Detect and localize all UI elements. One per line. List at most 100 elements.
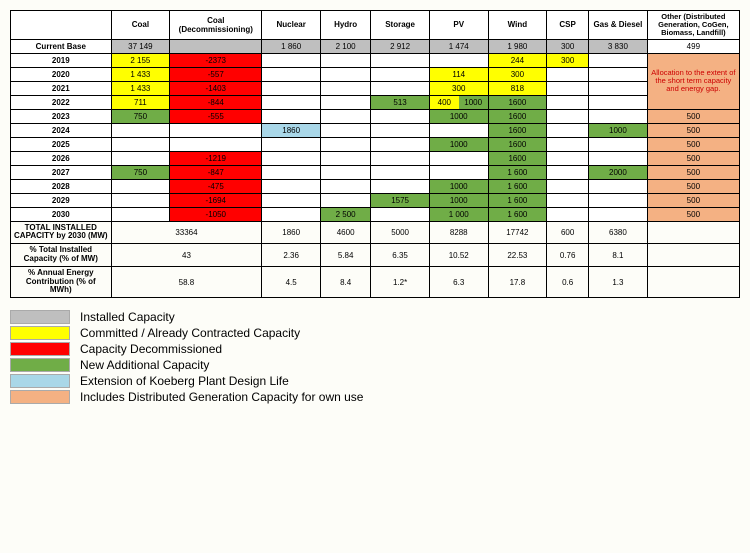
- row-label: 2024: [11, 123, 112, 137]
- legend-row: Includes Distributed Generation Capacity…: [10, 390, 740, 404]
- cell: -1219: [170, 151, 262, 165]
- cell: 711: [111, 95, 170, 109]
- row-label: 2022: [11, 95, 112, 109]
- summary-cell: 4600: [320, 221, 370, 244]
- cell: [589, 193, 648, 207]
- legend-label: Installed Capacity: [80, 310, 175, 324]
- summary-cell: 17.8: [488, 266, 547, 297]
- summary-cell: 0.6: [547, 266, 589, 297]
- summary-cell: 600: [547, 221, 589, 244]
- header-7: CSP: [547, 11, 589, 40]
- summary-row: % Total Installed Capacity (% of MW)432.…: [11, 244, 740, 267]
- cell: [320, 193, 370, 207]
- cell: [170, 39, 262, 53]
- row-2021: 20211 433-1403300818: [11, 81, 740, 95]
- cell: [589, 207, 648, 221]
- cell: [320, 95, 370, 109]
- summary-cell: [647, 221, 739, 244]
- cell: [547, 151, 589, 165]
- cell: 4001000: [429, 95, 488, 109]
- row-label: 2023: [11, 109, 112, 123]
- cell: 1 000: [429, 207, 488, 221]
- summary-cell: 5000: [371, 221, 430, 244]
- cell: [371, 67, 430, 81]
- cell: 2 912: [371, 39, 430, 53]
- cell: [371, 207, 430, 221]
- cell: [547, 123, 589, 137]
- cell-other: 500: [647, 179, 739, 193]
- row-2020: 20201 433-557114300: [11, 67, 740, 81]
- cell: [262, 95, 321, 109]
- cell: 2 100: [320, 39, 370, 53]
- cell: 1 860: [262, 39, 321, 53]
- cell: [170, 123, 262, 137]
- cell-other: 500: [647, 151, 739, 165]
- cell: [429, 53, 488, 67]
- cell: [111, 151, 170, 165]
- cell: -1050: [170, 207, 262, 221]
- row-2022: 2022711-84451340010001600: [11, 95, 740, 109]
- cell: 2 500: [320, 207, 370, 221]
- summary-cell: 33364: [111, 221, 262, 244]
- cell: -475: [170, 179, 262, 193]
- cell: -847: [170, 165, 262, 179]
- summary-cell: 8.1: [589, 244, 648, 267]
- cell-other: 500: [647, 207, 739, 221]
- legend-row: Installed Capacity: [10, 310, 740, 324]
- legend-label: Committed / Already Contracted Capacity: [80, 326, 300, 340]
- cell-other: 500: [647, 165, 739, 179]
- row-label: Current Base: [11, 39, 112, 53]
- row-label: 2020: [11, 67, 112, 81]
- cell: [547, 193, 589, 207]
- cell: [111, 123, 170, 137]
- row-current-base: Current Base37 1491 8602 1002 9121 4741 …: [11, 39, 740, 53]
- header-9: Other (Distributed Generation, CoGen, Bi…: [647, 11, 739, 40]
- cell: 1600: [488, 123, 547, 137]
- cell: -1694: [170, 193, 262, 207]
- summary-cell: 8.4: [320, 266, 370, 297]
- row-label: 2027: [11, 165, 112, 179]
- cell: 244: [488, 53, 547, 67]
- cell: -2373: [170, 53, 262, 67]
- cell: 818: [488, 81, 547, 95]
- cell: [589, 151, 648, 165]
- cell: [429, 123, 488, 137]
- legend-label: Extension of Koeberg Plant Design Life: [80, 374, 289, 388]
- cell: 1 600: [488, 207, 547, 221]
- cell: [371, 81, 430, 95]
- summary-cell: 1.2*: [371, 266, 430, 297]
- summary-cell: 8288: [429, 221, 488, 244]
- cell: [547, 207, 589, 221]
- legend-swatch: [10, 310, 70, 324]
- cell: 114: [429, 67, 488, 81]
- row-label: 2019: [11, 53, 112, 67]
- cell: [429, 165, 488, 179]
- summary-cell: [647, 266, 739, 297]
- cell: -1403: [170, 81, 262, 95]
- cell: [320, 109, 370, 123]
- header-row: CoalCoal (Decommissioning)NuclearHydroSt…: [11, 11, 740, 40]
- row-2028: 2028-47510001 600500: [11, 179, 740, 193]
- cell: [320, 81, 370, 95]
- cell: 1 600: [488, 165, 547, 179]
- row-label: 2030: [11, 207, 112, 221]
- legend-swatch: [10, 374, 70, 388]
- summary-cell: 22.53: [488, 244, 547, 267]
- row-label: 2029: [11, 193, 112, 207]
- legend-swatch: [10, 358, 70, 372]
- cell: 1 433: [111, 67, 170, 81]
- summary-row: TOTAL INSTALLED CAPACITY by 2030 (MW)333…: [11, 221, 740, 244]
- cell: [589, 95, 648, 109]
- row-2029: 2029-1694157510001 600500: [11, 193, 740, 207]
- cell: 1600: [488, 151, 547, 165]
- table-body: Current Base37 1491 8602 1002 9121 4741 …: [11, 39, 740, 298]
- cell: [547, 109, 589, 123]
- legend-label: New Additional Capacity: [80, 358, 209, 372]
- cell: [262, 179, 321, 193]
- cell: [262, 165, 321, 179]
- cell: 2 155: [111, 53, 170, 67]
- cell: 513: [371, 95, 430, 109]
- summary-cell: 1.3: [589, 266, 648, 297]
- cell: [547, 67, 589, 81]
- row-label: 2021: [11, 81, 112, 95]
